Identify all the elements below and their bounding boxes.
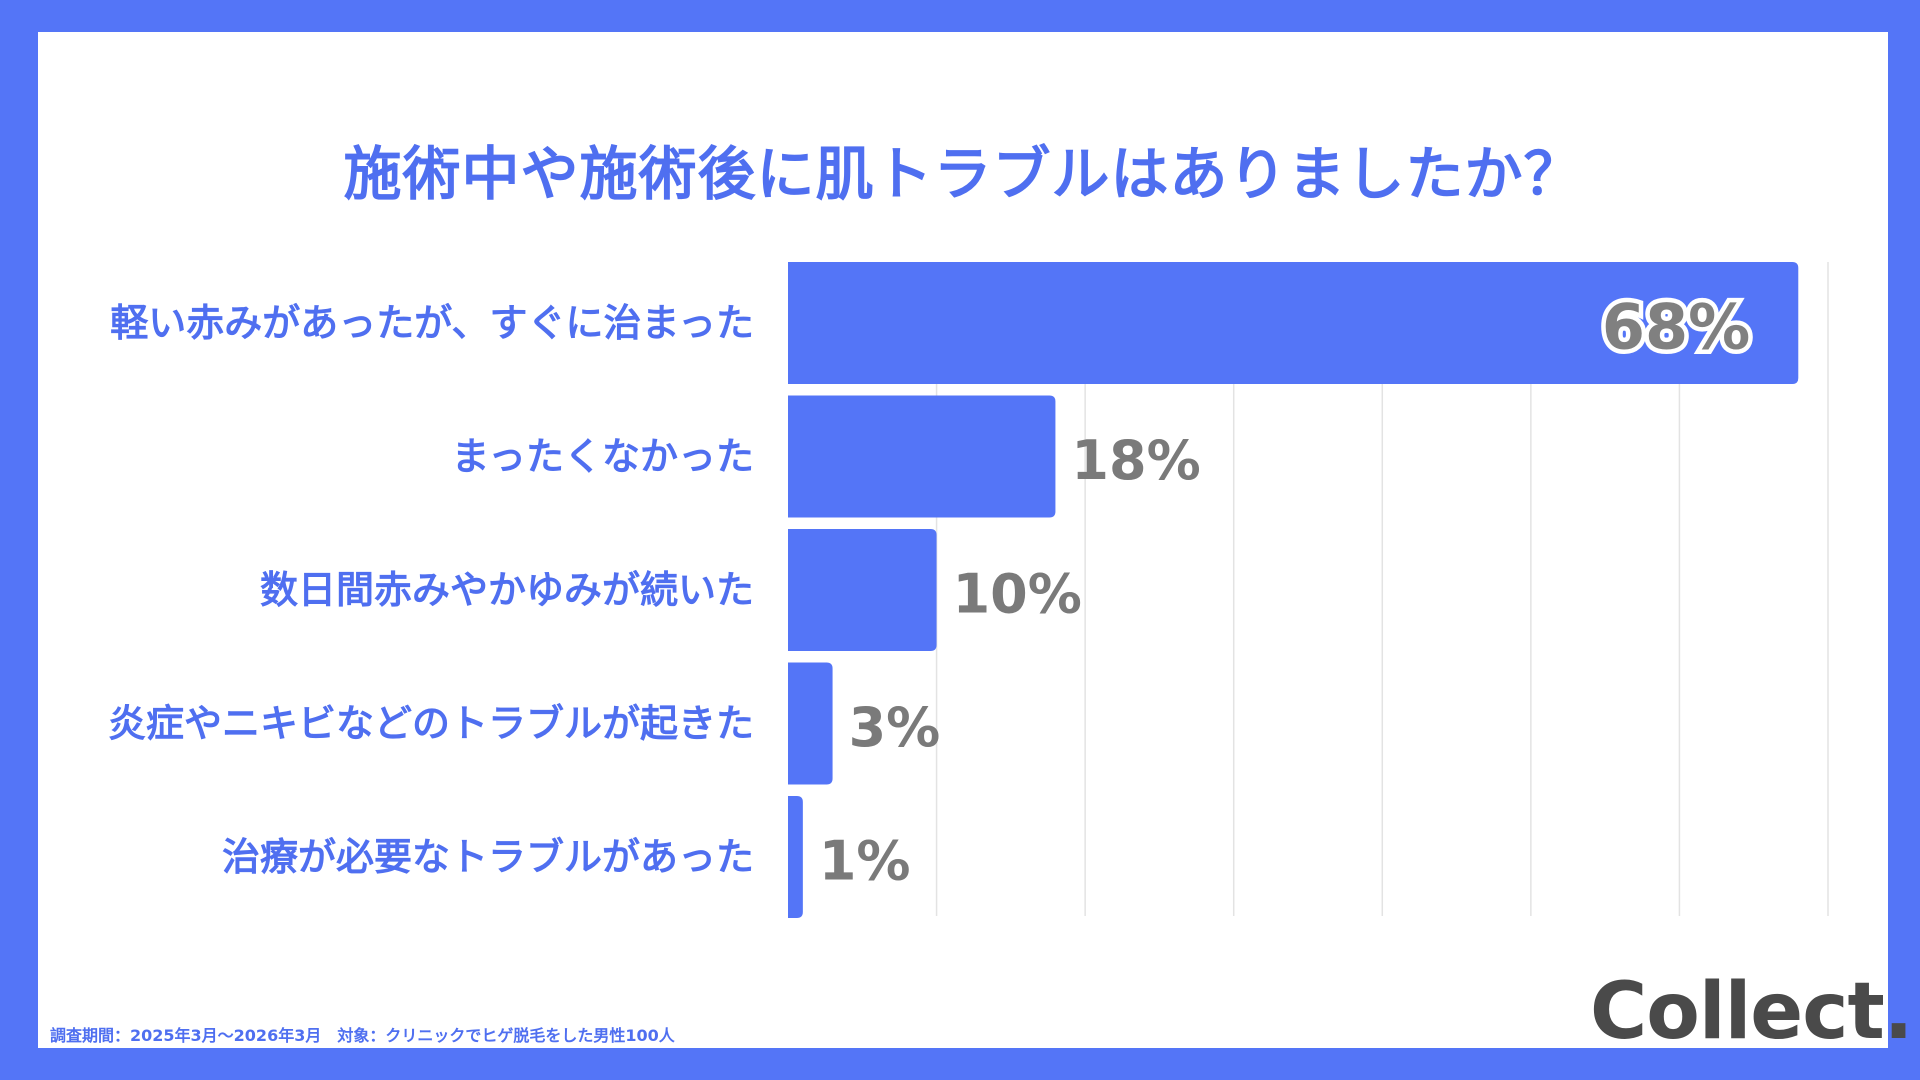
- category-label: 軽い赤みがあったが、すぐに治まった: [110, 301, 754, 345]
- collect-logo: Collect.: [1590, 967, 1913, 1057]
- category-label: 炎症やニキビなどのトラブルが起きた: [108, 702, 754, 746]
- bar: [788, 662, 833, 785]
- value-label: 3%: [849, 696, 941, 759]
- value-label: 1%: [819, 830, 911, 893]
- chart-card: 施術中や施術後に肌トラブルはありましたか？ 軽い赤みがあったが、すぐに治まった 6…: [38, 32, 1913, 1057]
- value-label: 68%: [1602, 291, 1750, 364]
- bar: [788, 796, 803, 918]
- survey-footnote: 調査期間：2025年3月〜2026年3月 対象：クリニックでヒゲ脱毛をした男性1…: [50, 1026, 675, 1045]
- category-label: 治療が必要なトラブルがあった: [222, 835, 754, 879]
- value-label: 10%: [953, 563, 1082, 626]
- bar: [788, 262, 1799, 384]
- bar-chart: 軽い赤みがあったが、すぐに治まった 68% まったくなかった 18% 数日間赤みやかゆみ…: [108, 262, 1829, 918]
- value-label: 18%: [1071, 429, 1200, 492]
- category-label: まったくなかった: [452, 435, 754, 479]
- bar: [788, 395, 1056, 518]
- category-label: 数日間赤みやかゆみが続いた: [260, 568, 754, 612]
- chart-title: 施術中や施術後に肌トラブルはありましたか？: [343, 140, 1583, 208]
- bar: [788, 529, 937, 651]
